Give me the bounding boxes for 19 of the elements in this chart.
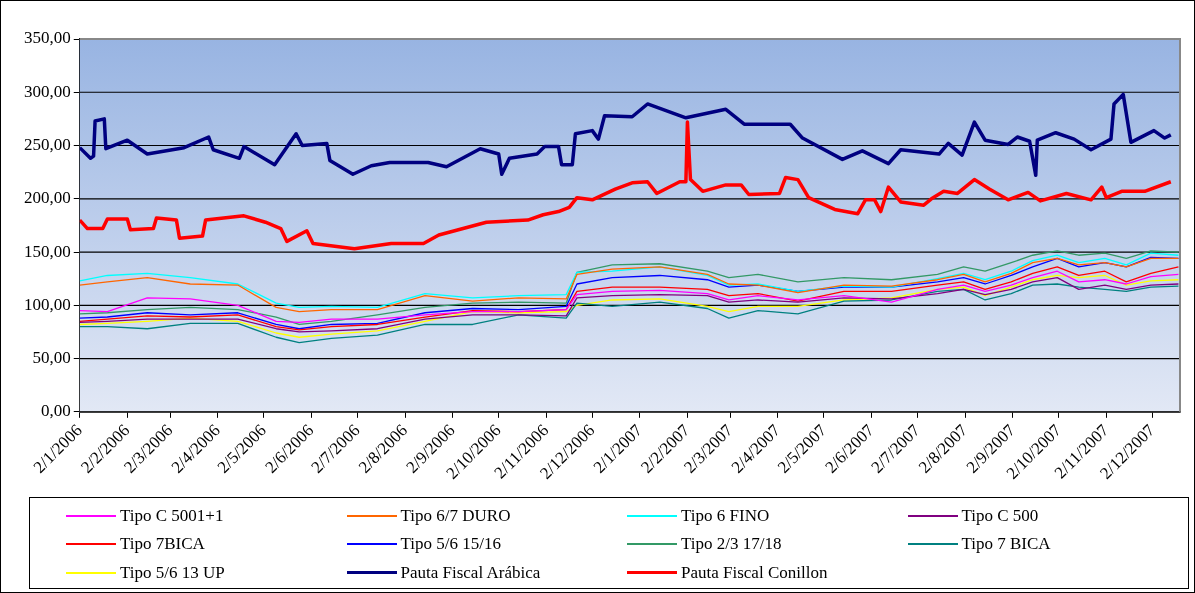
legend-label: Tipo 5/6 13 UP: [120, 562, 225, 583]
legend-label: Tipo 6 FINO: [681, 505, 770, 526]
y-tick-label: 200,00: [24, 188, 71, 208]
legend-label: Tipo C 5001+1: [120, 505, 224, 526]
y-tick-label: 100,00: [24, 294, 71, 314]
y-tick-label: 50,00: [32, 348, 71, 368]
y-tick-label: 300,00: [24, 81, 71, 101]
legend-label: Tipo 5/6 15/16: [400, 534, 501, 555]
y-tick-label: 350,00: [24, 28, 71, 48]
legend-label: Tipo 6/7 DURO: [400, 505, 511, 526]
y-tick-label: 0,00: [41, 401, 71, 421]
y-tick-label: 150,00: [24, 241, 71, 261]
legend-label: Tipo 7 BICA: [961, 534, 1051, 555]
legend-label: Pauta Fiscal Conillon: [681, 562, 828, 583]
legend-label: Tipo 2/3 17/18: [681, 534, 782, 555]
legend-label: Tipo 7BICA: [120, 534, 205, 555]
y-tick-label: 250,00: [24, 134, 71, 154]
legend-label: Pauta Fiscal Arábica: [400, 562, 541, 583]
legend-label: Tipo C 500: [961, 505, 1039, 526]
